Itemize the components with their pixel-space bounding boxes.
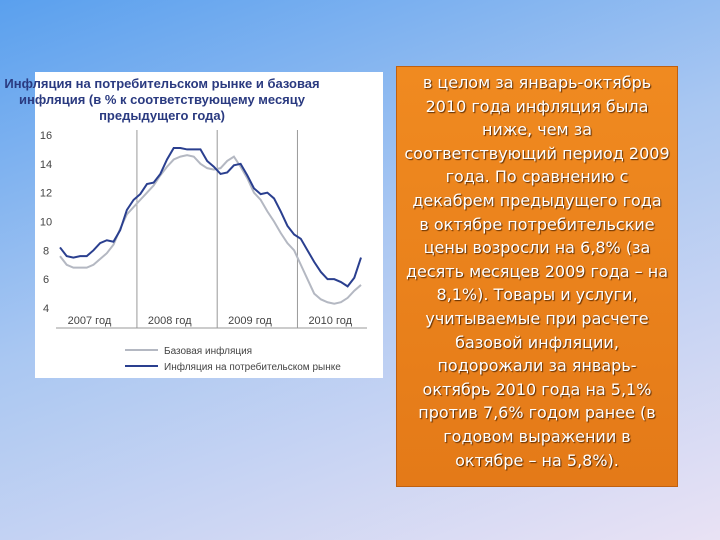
chart-panel	[35, 72, 383, 378]
x-tick-label: 2007 год	[68, 315, 112, 327]
text-line: цены возросли на 6,8% (за	[423, 238, 651, 258]
text-line: 2010 года инфляция была	[425, 96, 649, 116]
text-line: десять месяцев 2009 года – на	[405, 261, 669, 281]
text-line: 8,1%). Товары и услуги,	[436, 285, 638, 305]
x-tick-label: 2008 год	[148, 315, 192, 327]
y-tick-label: 6	[43, 274, 49, 286]
text-line: против 7,6% годом ранее (в	[418, 403, 656, 423]
text-line: октябре – на 5,8%).	[455, 450, 619, 470]
chart-title: предыдущего года)	[99, 108, 225, 123]
text-line: года. По сравнению с	[445, 167, 629, 187]
x-tick-label: 2009 год	[228, 315, 272, 327]
y-tick-label: 12	[40, 188, 52, 200]
chart-title: Инфляция на потребительском рынке и базо…	[4, 76, 319, 91]
text-line: соответствующий период 2009	[404, 143, 670, 163]
text-line: подорожали за январь-	[437, 356, 637, 376]
y-tick-label: 8	[43, 245, 49, 257]
y-tick-label: 16	[40, 130, 52, 142]
y-tick-label: 4	[43, 303, 49, 315]
text-line: ниже, чем за	[481, 120, 593, 140]
series-line	[59, 154, 362, 305]
x-tick-label: 2010 год	[308, 315, 352, 327]
text-line: годовом выражении в	[443, 426, 631, 446]
y-tick-label: 10	[40, 217, 52, 229]
text-line: в целом за январь-октябрь	[422, 73, 652, 92]
text-box: в целом за январь-октябрь 2010 года инфля…	[396, 66, 678, 487]
text-line: базовой инфляции,	[455, 332, 619, 352]
series-line	[59, 146, 362, 288]
text-line: учитываемые при расчете	[425, 308, 649, 328]
legend-label: Базовая инфляция	[164, 345, 252, 357]
text-line: декабрем предыдущего года	[412, 190, 662, 210]
text-line: октябрь 2010 года на 5,1%	[422, 379, 652, 399]
chart-title: инфляция (в % к соответствующему месяцу	[19, 92, 306, 107]
text-line: в октябре потребительские	[419, 214, 655, 234]
legend-label: Инфляция на потребительском рынке	[164, 361, 341, 373]
y-tick-label: 14	[40, 159, 52, 171]
